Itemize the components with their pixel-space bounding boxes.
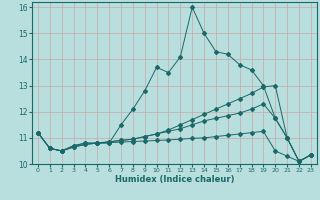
X-axis label: Humidex (Indice chaleur): Humidex (Indice chaleur) (115, 175, 234, 184)
